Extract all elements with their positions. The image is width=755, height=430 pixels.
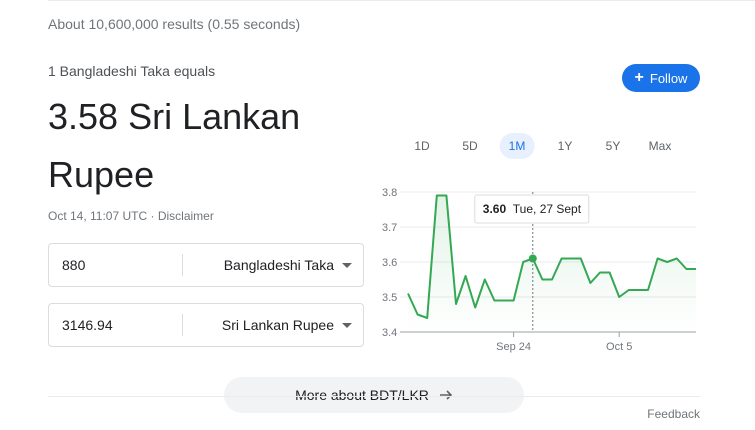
chart-tooltip: 3.60 Tue, 27 Sept (474, 194, 590, 224)
follow-button[interactable]: + Follow (622, 64, 700, 92)
y-tick-label: 3.7 (382, 222, 397, 234)
tooltip-value: 3.60 (483, 202, 507, 216)
bottom-divider (48, 396, 700, 397)
chart-series-line (407, 194, 696, 319)
to-currency-row: 3146.94 Sri Lankan Rupee (48, 303, 364, 347)
tab-max[interactable]: Max (648, 139, 672, 153)
x-tick-label: Oct 5 (606, 341, 632, 353)
field-separator (182, 254, 183, 276)
tab-1m[interactable]: 1M (499, 133, 535, 159)
follow-label: Follow (649, 70, 688, 86)
top-divider (48, 0, 755, 1)
y-tick-label: 3.6 (382, 257, 397, 269)
to-currency-select[interactable]: Sri Lankan Rupee (221, 317, 334, 333)
from-amount-input[interactable]: 880 (62, 257, 86, 273)
plus-icon: + (634, 69, 644, 86)
y-tick-label: 3.5 (382, 292, 397, 304)
equals-label: 1 Bangladeshi Taka equals (48, 63, 216, 79)
field-separator (182, 314, 183, 336)
chart-area-fill (408, 195, 696, 332)
from-currency-select[interactable]: Bangladeshi Taka (223, 257, 334, 273)
dropdown-arrow-icon[interactable] (342, 262, 352, 268)
tab-5d[interactable]: 5D (462, 139, 478, 153)
result-stats: About 10,600,000 results (0.55 seconds) (48, 16, 301, 32)
tab-1y[interactable]: 1Y (557, 139, 573, 153)
from-currency-row: 880 Bangladeshi Taka (48, 243, 364, 287)
tab-1d[interactable]: 1D (414, 139, 430, 153)
more-about-button[interactable]: More about BDT/LKR (224, 377, 524, 413)
feedback-link[interactable]: Feedback (647, 407, 700, 421)
rate-chart[interactable]: 3.4 3.5 3.6 3.7 3.8 Sep 24 Oct 5 3.60 Tue, 27… (370, 180, 705, 360)
tab-5y[interactable]: 5Y (605, 139, 621, 153)
to-amount-input[interactable]: 3146.94 (62, 317, 113, 333)
arrow-right-icon (439, 390, 453, 400)
rate-timestamp: Oct 14, 11:07 UTC · Disclaimer (48, 209, 214, 223)
conversion-rate: 3.58 Sri Lankan Rupee (48, 96, 301, 195)
x-tick-label: Sep 24 (496, 341, 531, 353)
tooltip-date: Tue, 27 Sept (513, 202, 582, 216)
y-tick-label: 3.8 (382, 187, 397, 199)
dropdown-arrow-icon[interactable] (342, 322, 352, 328)
chart-hover-point (528, 254, 537, 263)
more-about-label: More about BDT/LKR (295, 387, 429, 403)
y-tick-label: 3.4 (382, 327, 397, 339)
